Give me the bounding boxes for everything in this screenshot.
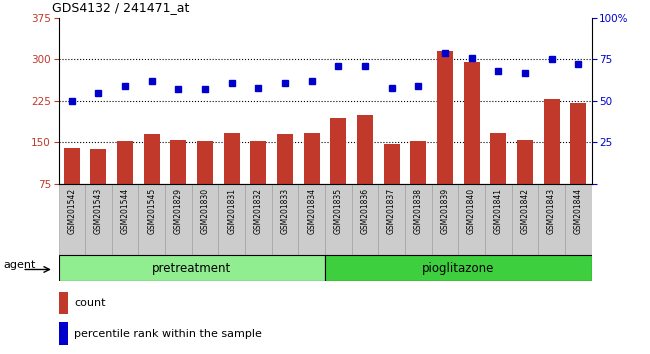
Bar (458, 184, 485, 255)
Bar (64, 148, 80, 226)
Bar (112, 184, 138, 255)
Bar (538, 184, 565, 255)
Bar (570, 103, 586, 226)
Bar (58, 322, 68, 345)
Bar (304, 132, 320, 226)
Bar (485, 184, 512, 255)
Text: GSM201544: GSM201544 (121, 188, 129, 234)
Text: GSM201836: GSM201836 (361, 188, 369, 234)
Text: pioglitazone: pioglitazone (422, 262, 495, 275)
Bar (463, 62, 480, 226)
Bar (245, 184, 272, 255)
Text: agent: agent (3, 261, 35, 270)
Bar (272, 184, 298, 255)
Bar (565, 184, 592, 255)
Bar (330, 118, 346, 226)
Bar (490, 132, 506, 226)
Bar (384, 144, 400, 226)
Text: GSM201545: GSM201545 (148, 188, 156, 234)
Bar (437, 51, 453, 226)
Bar (352, 184, 378, 255)
Bar (58, 292, 68, 314)
Text: GSM201543: GSM201543 (94, 188, 103, 234)
Text: GSM201542: GSM201542 (68, 188, 76, 234)
Text: GSM201841: GSM201841 (494, 188, 502, 234)
Text: GSM201835: GSM201835 (334, 188, 343, 234)
Bar (58, 184, 85, 255)
Bar (117, 141, 133, 226)
Text: pretreatment: pretreatment (152, 262, 231, 275)
Text: GSM201834: GSM201834 (307, 188, 316, 234)
Text: GSM201830: GSM201830 (201, 188, 209, 234)
Bar (144, 134, 160, 226)
Text: GSM201832: GSM201832 (254, 188, 263, 234)
Bar (250, 141, 266, 226)
Bar (170, 140, 187, 226)
Bar (192, 184, 218, 255)
Bar (224, 133, 240, 226)
Bar (165, 184, 192, 255)
Text: GSM201833: GSM201833 (281, 188, 289, 234)
Text: GSM201837: GSM201837 (387, 188, 396, 234)
Bar (277, 134, 293, 226)
Text: GSM201839: GSM201839 (441, 188, 449, 234)
Bar (543, 99, 560, 226)
Text: GSM201843: GSM201843 (547, 188, 556, 234)
Bar (298, 184, 325, 255)
Bar (218, 184, 245, 255)
Bar (90, 149, 107, 226)
Text: GSM201844: GSM201844 (574, 188, 582, 234)
Bar (85, 184, 112, 255)
Bar (357, 115, 373, 226)
Text: GSM201842: GSM201842 (521, 188, 529, 234)
Bar (58, 255, 325, 281)
Text: GSM201840: GSM201840 (467, 188, 476, 234)
Bar (410, 141, 426, 226)
Text: GSM201838: GSM201838 (414, 188, 422, 234)
Bar (378, 184, 405, 255)
Text: GSM201831: GSM201831 (227, 188, 236, 234)
Bar (325, 255, 592, 281)
Bar (432, 184, 458, 255)
Bar (405, 184, 432, 255)
Bar (517, 140, 533, 226)
Text: percentile rank within the sample: percentile rank within the sample (75, 329, 263, 339)
Bar (197, 141, 213, 226)
Text: GDS4132 / 241471_at: GDS4132 / 241471_at (52, 1, 189, 14)
Text: count: count (75, 298, 106, 308)
Text: GSM201829: GSM201829 (174, 188, 183, 234)
Bar (138, 184, 165, 255)
Bar (325, 184, 352, 255)
Bar (512, 184, 538, 255)
